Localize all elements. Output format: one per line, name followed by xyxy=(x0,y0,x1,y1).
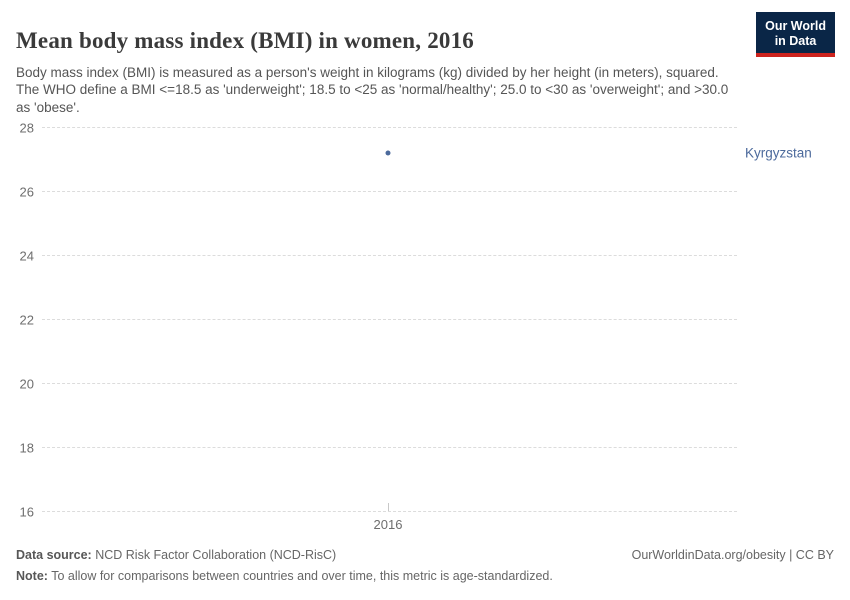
page-title: Mean body mass index (BMI) in women, 201… xyxy=(16,28,475,54)
owid-logo-line2: in Data xyxy=(774,33,817,48)
gridline xyxy=(42,511,737,512)
y-axis-tick-label: 28 xyxy=(19,120,34,135)
gridline xyxy=(42,319,737,320)
y-axis-tick-label: 20 xyxy=(19,376,34,391)
y-axis-tick-label: 26 xyxy=(19,184,34,199)
chart-footer: Data source: NCD Risk Factor Collaborati… xyxy=(0,540,850,600)
gridline xyxy=(42,191,737,192)
owid-logo-line1: Our World xyxy=(765,19,826,33)
note-line: Note: To allow for comparisons between c… xyxy=(16,569,553,583)
gridline xyxy=(42,383,737,384)
y-axis-tick-label: 18 xyxy=(19,440,34,455)
x-axis-tick-label: 2016 xyxy=(373,517,403,532)
x-axis-tick-mark xyxy=(388,503,389,511)
license-link[interactable]: OurWorldinData.org/obesity | CC BY xyxy=(631,548,834,562)
data-source-value: NCD Risk Factor Collaboration (NCD-RisC) xyxy=(91,548,337,562)
note-value: To allow for comparisons between countri… xyxy=(47,569,553,583)
data-source-label: Data source: xyxy=(16,548,92,562)
owid-logo[interactable]: Our World in Data xyxy=(756,12,835,57)
data-source-line: Data source: NCD Risk Factor Collaborati… xyxy=(16,548,336,562)
y-axis-tick-label: 24 xyxy=(19,248,34,263)
y-axis-tick-label: 22 xyxy=(19,312,34,327)
gridline xyxy=(42,255,737,256)
entity-label-kyrgyzstan[interactable]: Kyrgyzstan xyxy=(745,145,812,161)
note-label: Note: xyxy=(16,569,48,583)
gridline xyxy=(42,447,737,448)
gridline xyxy=(42,127,737,128)
chart-subtitle: Body mass index (BMI) is measured as a p… xyxy=(16,64,729,115)
data-point-kyrgyzstan[interactable] xyxy=(385,150,391,156)
y-axis-tick-label: 16 xyxy=(19,504,34,519)
